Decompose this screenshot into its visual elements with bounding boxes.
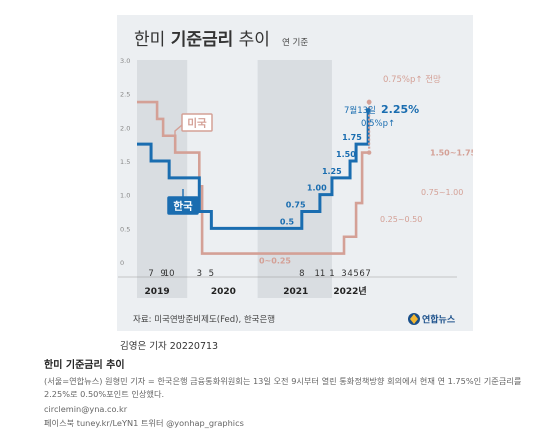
korea-level-label: 0.75 [286, 201, 306, 210]
x-tick-label: 11 [314, 269, 325, 279]
x-tick-label: 7 [365, 269, 370, 279]
year-label: 2021 [283, 287, 308, 297]
us-level-label: 0~0.25 [259, 257, 291, 266]
y-tick-label: 2.0 [120, 124, 130, 132]
korea-series-line [137, 110, 370, 230]
year-label: 2019 [145, 287, 170, 297]
y-tick-label: 1.5 [120, 158, 130, 166]
korea-level-label: 1.50 [336, 150, 356, 159]
us-forecast-dot [366, 99, 372, 105]
x-tick-label: 7 [148, 269, 153, 279]
korea-level-label: 1.00 [307, 184, 327, 193]
legend-korea: 한국 [167, 196, 199, 215]
legend-us: 미국 [181, 113, 213, 132]
yonhap-logo-diamond [410, 314, 418, 324]
x-tick-label: 9 [160, 269, 165, 279]
series-lines [137, 99, 372, 255]
us-level-label: 1.50~1.75 [430, 149, 473, 158]
x-tick-label: 5 [209, 269, 214, 279]
korea-latest-value: 2.25% [381, 103, 419, 116]
year-label: 2020 [211, 287, 236, 297]
us-forecast-label: 0.75%p↑ 전망 [383, 74, 441, 85]
article: 한미 기준금리 추이 (서울=연합뉴스) 원형민 기자 = 한국은행 금융통화위… [44, 356, 544, 429]
annotations: 0.5 0.751.00 1.25 1.50 1.75 7월13일 2.25% 0.5%p↑ 0… [167, 74, 473, 266]
korea-latest-date: 7월13일 [344, 105, 376, 116]
x-tick-label: 10 [164, 269, 175, 279]
y-tick-label: 0 [120, 259, 124, 267]
us-level-label: 0.75~1.00 [421, 188, 463, 197]
legend-us-box [181, 113, 213, 132]
x-tick-label: 8 [299, 269, 304, 279]
us-latest-dot [366, 150, 372, 155]
korea-level-label: 1.75 [342, 133, 362, 142]
x-tick-label: 4 [347, 269, 352, 279]
author-line: 김영은 기자 20220713 [120, 341, 219, 352]
us-level-label: 0.25~0.50 [380, 215, 422, 224]
article-email: circlemin@yna.co.kr [44, 404, 128, 414]
y-tick-label: 2.5 [120, 91, 130, 99]
chart-card: 0 0.5 1.0 1.5 2.0 2.5 3.0 7 9 10 3 5 8 11 1 3 4 5 6 7 2019 20… [117, 15, 473, 331]
y-tick-label: 0.5 [120, 225, 130, 233]
korea-level-label: 0.5 [280, 217, 295, 226]
article-title: 한미 기준금리 추이 [44, 360, 125, 371]
korea-level-label: 1.25 [322, 167, 342, 176]
x-tick-label: 3 [197, 269, 202, 279]
source-note: 자료: 미국연방준비제도(Fed), 한국은행 [133, 314, 275, 325]
year-bands [137, 60, 332, 298]
x-tick-label: 1 [329, 269, 334, 279]
article-body: (서울=연합뉴스) 원형민 기자 = 한국은행 금융통화위원회는 13일 오전 … [44, 376, 522, 399]
chart-title: 한미 기준금리 추이 [134, 30, 270, 50]
article-sns: 페이스북 tuney.kr/LeYN1 트위터 @yonhap_graphics [44, 418, 244, 428]
legend-korea-label: 한국 [173, 200, 193, 213]
korea-latest-change: 0.5%p↑ [361, 119, 395, 129]
y-tick-label: 1.0 [120, 192, 130, 200]
chart-subtitle: 연 기준 [282, 38, 308, 48]
year-band [257, 60, 332, 298]
x-tick-label: 3 [341, 269, 346, 279]
legend-us-pointer [174, 124, 183, 135]
year-label: 2022년 [333, 285, 366, 297]
y-tick-label: 3.0 [120, 57, 130, 65]
yonhap-logo-text: 연합뉴스 [422, 314, 456, 326]
legend-us-label: 미국 [187, 117, 207, 130]
x-tick-label: 5 [353, 269, 358, 279]
yonhap-logo: 연합뉴스 [408, 313, 456, 326]
korea-latest-dot [365, 108, 371, 113]
x-tick-label: 6 [359, 269, 364, 279]
